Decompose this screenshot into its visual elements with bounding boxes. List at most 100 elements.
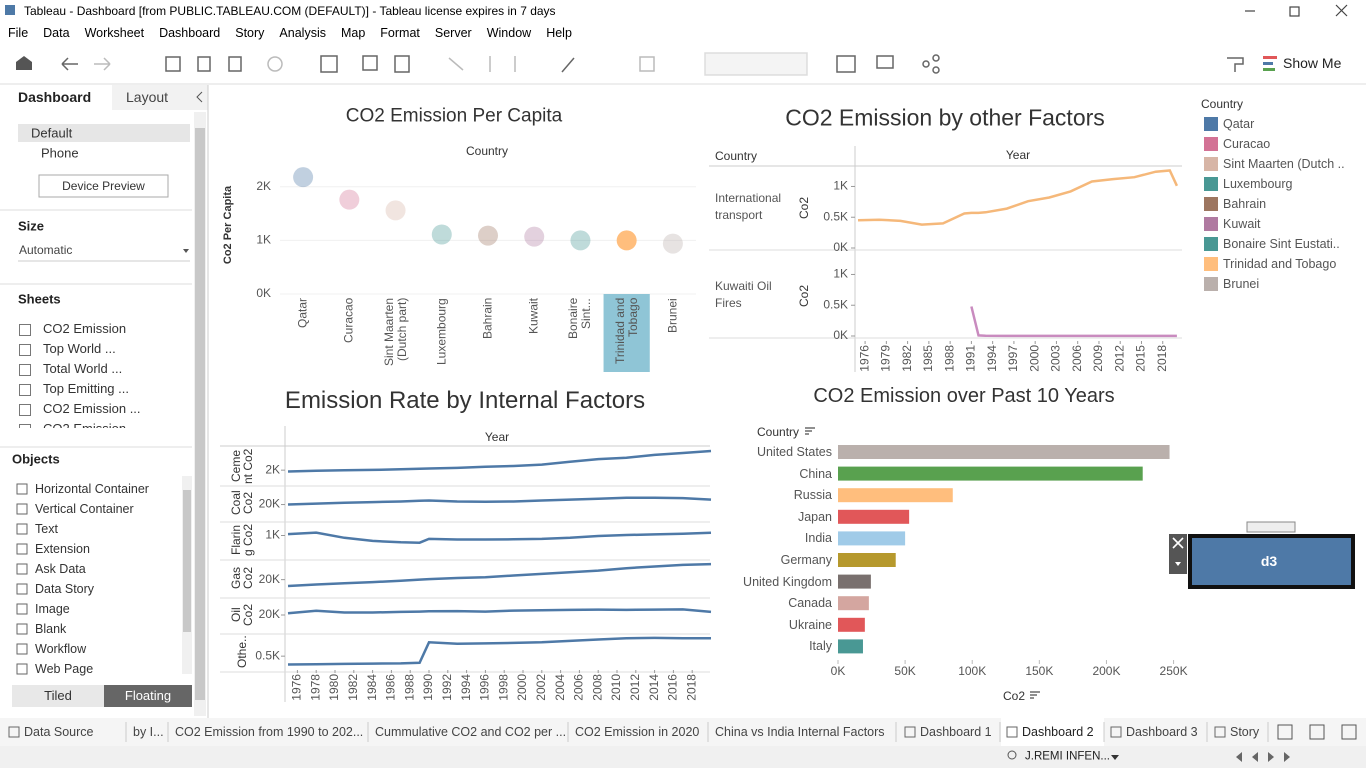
dot[interactable]: [616, 230, 637, 251]
menu-item[interactable]: Help: [546, 25, 572, 40]
legend-label[interactable]: Qatar: [1223, 116, 1255, 131]
bar[interactable]: [838, 617, 865, 632]
dot[interactable]: [570, 230, 591, 251]
menu-item[interactable]: Map: [340, 25, 366, 40]
floating-object-label[interactable]: d3: [1260, 553, 1278, 569]
panel-tab[interactable]: Layout: [126, 89, 169, 105]
sheet-item[interactable]: CO2 Emission: [43, 321, 127, 336]
legend-swatch[interactable]: [1204, 277, 1218, 291]
legend-label[interactable]: Luxembourg: [1223, 176, 1293, 191]
menu-item[interactable]: Worksheet: [84, 25, 145, 40]
series-line[interactable]: [287, 531, 712, 544]
sheet-item[interactable]: CO2 Emission: [43, 420, 126, 428]
bar[interactable]: [838, 531, 906, 546]
tab-action-icon[interactable]: [1309, 724, 1325, 740]
legend-label[interactable]: Bonaire Sint Eustati..: [1223, 236, 1340, 251]
dot[interactable]: [662, 233, 683, 254]
device-option[interactable]: Default: [31, 125, 73, 141]
object-item[interactable]: Extension: [35, 541, 90, 556]
object-item[interactable]: Text: [35, 521, 58, 536]
bar[interactable]: [838, 639, 863, 654]
toolbar-icons[interactable]: [16, 52, 1277, 76]
series-line[interactable]: [970, 306, 1177, 338]
sheet-tab[interactable]: by I...: [133, 724, 164, 739]
sheet-tab[interactable]: CO2 Emission from 1990 to 202...: [175, 724, 364, 739]
legend-swatch[interactable]: [1204, 197, 1218, 211]
legend-swatch[interactable]: [1204, 117, 1218, 131]
layout-mode-button[interactable]: Tiled: [12, 685, 104, 707]
legend-label[interactable]: Sint Maarten (Dutch ..: [1223, 156, 1345, 171]
menu-item[interactable]: Format: [380, 25, 420, 40]
menu-item[interactable]: Server: [434, 25, 472, 40]
user-name[interactable]: J.REMI INFEN...: [1025, 750, 1110, 763]
object-item[interactable]: Vertical Container: [35, 501, 134, 516]
sheet-tab[interactable]: CO2 Emission in 2020: [575, 724, 700, 739]
legend-swatch[interactable]: [1204, 177, 1218, 191]
series-line[interactable]: [287, 562, 712, 588]
menu-item[interactable]: Window: [486, 25, 532, 40]
sheet-item[interactable]: CO2 Emission ...: [43, 401, 141, 416]
legend-label[interactable]: Brunei: [1223, 276, 1260, 291]
panel-tab[interactable]: Dashboard: [18, 89, 92, 105]
series-line[interactable]: [287, 608, 712, 615]
device-option[interactable]: Phone: [41, 145, 79, 161]
menu-item[interactable]: Dashboard: [159, 25, 221, 40]
dot[interactable]: [478, 225, 498, 246]
dot[interactable]: [293, 167, 314, 188]
nav-arrow[interactable]: [1268, 752, 1274, 762]
menu-item[interactable]: Story: [235, 25, 265, 40]
legend-swatch[interactable]: [1204, 157, 1218, 171]
sheet-tab[interactable]: China vs India Internal Factors: [715, 724, 885, 739]
legend-swatch[interactable]: [1204, 217, 1218, 231]
bar[interactable]: [838, 553, 896, 567]
bar[interactable]: [838, 466, 1143, 481]
bar[interactable]: [838, 509, 910, 524]
object-item[interactable]: Web Page: [35, 661, 94, 676]
sheet-item[interactable]: Total World ...: [43, 361, 123, 376]
object-item[interactable]: Data Story: [35, 581, 95, 596]
window-controls[interactable]: [1245, 4, 1348, 17]
legend-label[interactable]: Curacao: [1223, 136, 1271, 151]
dot[interactable]: [431, 224, 452, 245]
series-line[interactable]: [287, 496, 712, 506]
sheet-tab[interactable]: Dashboard 2: [1022, 724, 1094, 739]
bar[interactable]: [838, 445, 1170, 459]
legend-swatch[interactable]: [1204, 257, 1218, 271]
object-item[interactable]: Workflow: [35, 641, 87, 656]
bar[interactable]: [838, 574, 871, 589]
object-item[interactable]: Blank: [35, 621, 67, 636]
size-dropdown[interactable]: Automatic: [19, 243, 73, 257]
dot[interactable]: [339, 189, 360, 210]
legend-label[interactable]: Kuwait: [1223, 216, 1261, 231]
nav-arrow[interactable]: [1236, 752, 1242, 762]
series-line[interactable]: [287, 636, 711, 666]
nav-arrow[interactable]: [1252, 752, 1258, 762]
menu-item[interactable]: Data: [43, 25, 70, 40]
layout-mode-button[interactable]: Floating: [104, 685, 192, 707]
tab-action-icon[interactable]: [1277, 724, 1293, 740]
menu-item[interactable]: Analysis: [279, 25, 326, 40]
object-item[interactable]: Image: [35, 601, 70, 616]
user-dropdown[interactable]: [1111, 755, 1119, 760]
series-line[interactable]: [287, 449, 712, 473]
dot[interactable]: [524, 226, 545, 247]
nav-arrow[interactable]: [1284, 752, 1290, 762]
legend-swatch[interactable]: [1204, 237, 1218, 251]
sheet-tab[interactable]: Dashboard 1: [920, 724, 992, 739]
sheet-tab[interactable]: Dashboard 3: [1126, 724, 1198, 739]
sheet-item[interactable]: Top Emitting ...: [43, 381, 129, 396]
sheet-tab[interactable]: Cummulative CO2 and CO2 per ...: [375, 724, 567, 739]
sheet-tab[interactable]: Data Source: [24, 724, 94, 739]
floating-object[interactable]: [1169, 521, 1355, 589]
legend-label[interactable]: Bahrain: [1223, 196, 1267, 211]
object-item[interactable]: Ask Data: [35, 561, 86, 576]
object-item[interactable]: Horizontal Container: [35, 481, 149, 496]
device-preview-label[interactable]: Device Preview: [62, 179, 145, 193]
menu-item[interactable]: File: [8, 25, 29, 40]
legend-label[interactable]: Trinidad and Tobago: [1223, 256, 1337, 271]
legend-swatch[interactable]: [1204, 137, 1218, 151]
bar[interactable]: [838, 596, 869, 611]
sheet-tab[interactable]: Story: [1230, 724, 1260, 739]
tab-action-icon[interactable]: [1341, 724, 1357, 740]
dot[interactable]: [385, 200, 406, 221]
